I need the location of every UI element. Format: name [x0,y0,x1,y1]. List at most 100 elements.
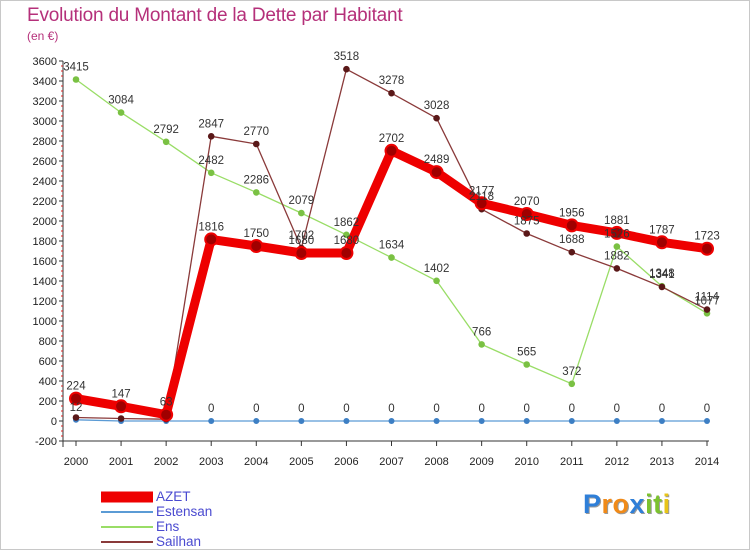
data-point-estensan [613,418,620,424]
data-label-ens: 2286 [243,174,269,186]
y-tick-label: 1400 [33,276,57,288]
data-label-azet: 1816 [198,221,224,233]
data-label-azet: 1881 [604,215,630,227]
data-label-estensan: 0 [253,403,259,415]
data-label-sailhan: 2118 [469,191,494,203]
data-labels: 224 147 63 1816 1750 1680 1680 2702 2489 2177 2070… [63,51,720,415]
y-tick-label: 3000 [33,116,57,128]
x-tick-label: 2001 [109,456,133,468]
data-label-estensan: 0 [569,403,575,415]
chart-subtitle: (en €) [27,29,59,43]
data-point-azet [339,246,354,260]
y-tick-label: 3400 [33,76,57,88]
data-point-ens [388,254,395,261]
data-point-azet [564,218,579,233]
y-tick-label: 400 [39,376,57,388]
data-point-azet [429,165,444,180]
data-label-estensan: 12 [70,402,83,414]
logo-letter: P [583,489,602,519]
series-points [69,65,714,424]
data-point-sailhan [343,65,350,73]
y-tick-label: 800 [39,336,57,348]
data-point-estensan [478,418,485,424]
x-tick-label: 2002 [154,456,178,468]
legend-item-estensan: Estensan [101,504,212,519]
proxiti-logo: Proxiti [583,489,671,520]
data-point-ens [478,341,485,348]
data-point-azet [519,207,534,221]
data-label-azet: 1956 [559,207,585,219]
data-label-ens: 1634 [379,240,405,252]
data-label-estensan: 0 [433,403,439,415]
logo-letter: i [662,489,671,519]
data-label-ens: 1077 [694,295,720,307]
data-label-ens: 372 [562,366,581,378]
y-tick-label: 200 [39,396,57,408]
data-point-sailhan [613,265,621,272]
data-label-azet: 1723 [694,231,720,243]
data-point-azet [69,391,83,406]
data-point-azet [700,241,714,256]
data-label-sailhan: 3278 [379,75,405,87]
data-label-azet: 1680 [334,235,360,247]
data-point-azet [474,196,489,211]
data-point-ens [433,277,440,285]
y-tick-label: -200 [35,436,57,448]
legend-label: AZET [156,489,191,504]
data-label-azet: 2177 [469,185,495,197]
data-point-sailhan [703,306,711,313]
data-label-ens: 1526 [604,229,630,241]
data-point-azet [204,232,219,247]
x-tick-label: 2012 [605,456,629,468]
data-point-estensan [343,418,350,424]
data-label-azet: 1787 [649,224,675,236]
data-label-sailhan: 1688 [559,234,585,246]
y-tick-label: 2400 [33,176,57,188]
data-point-ens [117,109,125,116]
data-point-ens [298,209,305,217]
data-label-ens: 1348 [649,268,675,280]
y-tick-label: 1000 [33,316,57,328]
data-point-sailhan [252,140,260,148]
legend: AZET Estensan Ens Sailhan [101,489,212,549]
y-tick-label: 3200 [33,96,57,108]
data-point-ens [568,380,576,388]
legend-swatch-estensan [101,511,153,513]
series-line-azet [71,146,712,420]
y-tick-label: 2000 [33,216,57,228]
x-tick-label: 2008 [424,456,448,468]
x-tick-label: 2011 [560,456,584,468]
data-label-azet: 2070 [514,196,540,208]
y-tick-label: 3600 [33,56,57,68]
data-point-ens [252,189,260,196]
data-point-estensan [388,418,395,424]
chart-axes: -200020040060080010001200140016001800200… [33,56,720,468]
data-label-estensan: 0 [659,403,665,415]
data-point-estensan [704,418,710,424]
x-tick-label: 2004 [244,456,268,468]
data-label-sailhan: 3028 [424,100,450,112]
data-label-ens: 2482 [198,155,224,167]
data-label-azet: 147 [111,388,130,400]
data-point-sailhan [523,230,531,237]
data-point-ens [343,231,350,239]
data-point-sailhan [207,133,215,140]
data-label-sailhan: 2770 [243,126,269,138]
data-point-estensan [658,418,665,424]
data-point-estensan [253,418,260,424]
data-point-sailhan [388,89,395,97]
logo-letter: i [645,489,654,519]
data-label-estensan: 0 [343,403,349,415]
legend-item-ens: Ens [101,519,212,534]
data-label-estensan: 0 [388,403,394,415]
data-label-estensan: 0 [704,403,710,415]
data-point-sailhan [72,414,80,421]
y-tick-label: 2200 [33,196,57,208]
data-point-azet [609,225,624,240]
data-label-sailhan: 1702 [289,230,315,242]
data-point-sailhan [433,114,440,122]
legend-item-azet: AZET [101,489,212,504]
data-point-azet [294,246,309,260]
x-tick-label: 2006 [334,456,358,468]
data-point-ens [207,169,215,177]
